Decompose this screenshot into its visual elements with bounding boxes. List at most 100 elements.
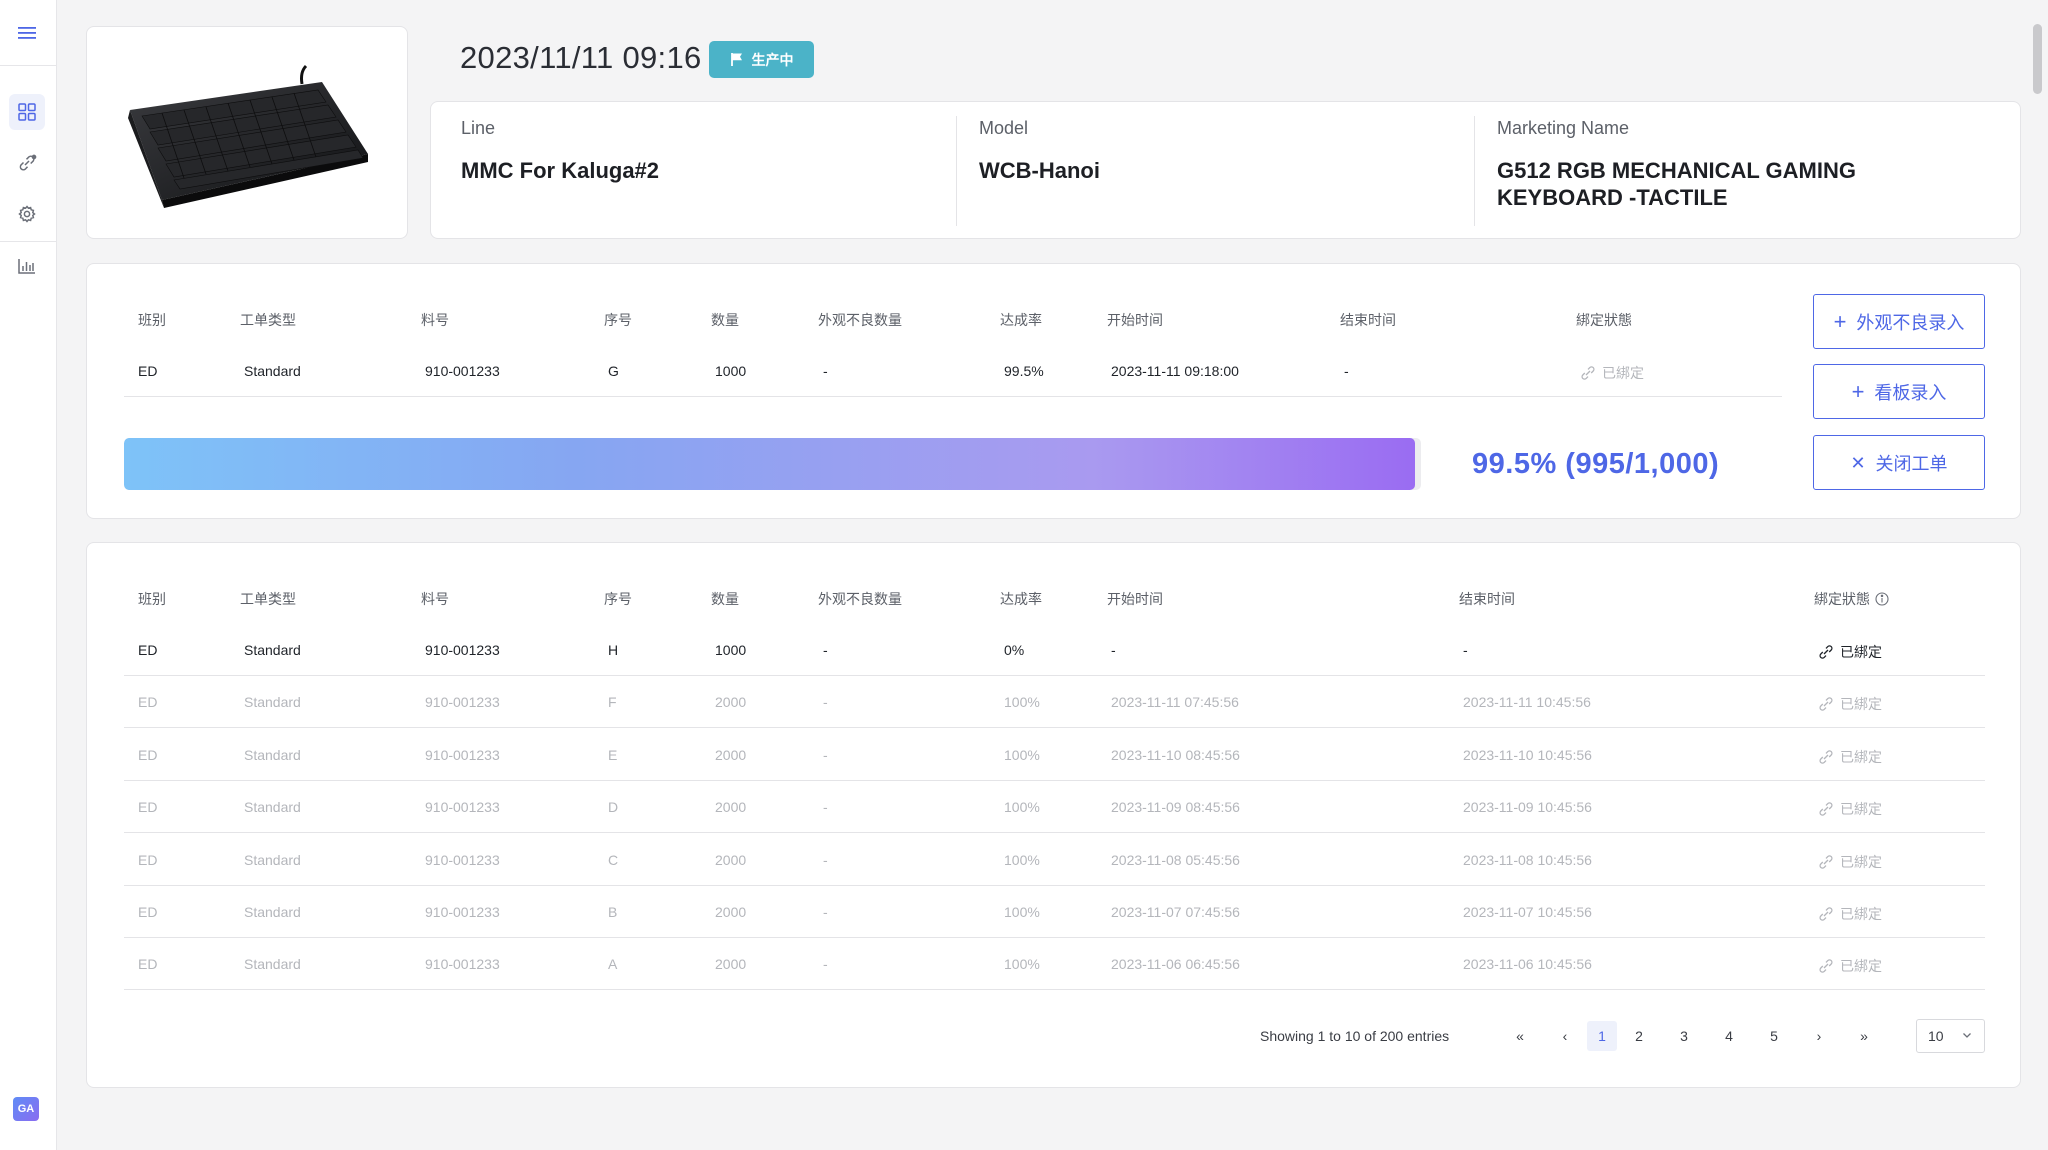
link-icon: [1819, 959, 1833, 974]
col-header-part: 料号: [421, 591, 449, 607]
cell-rate: 99.5%: [1004, 363, 1044, 379]
col-header-end: 结束时间: [1459, 591, 1515, 607]
cell-rate: 100%: [1004, 851, 1040, 868]
app-logo[interactable]: GA: [13, 1097, 39, 1121]
col-header-seq: 序号: [604, 312, 632, 328]
line-value: MMC For Kaluga#2: [461, 158, 660, 183]
col-header-defects: 外观不良数量: [818, 312, 902, 328]
row-divider: [124, 675, 1985, 676]
page-3-button[interactable]: 3: [1680, 1028, 1688, 1044]
cell-rate: 0%: [1004, 642, 1025, 658]
page-1-button[interactable]: 1: [1587, 1021, 1617, 1051]
cell-part: 910-001233: [425, 642, 500, 658]
page-scrollbar[interactable]: [2033, 24, 2042, 94]
marketing-label: Marketing Name: [1497, 118, 1630, 138]
last-page-button[interactable]: »: [1860, 1028, 1868, 1044]
cell-defects: -: [823, 799, 828, 816]
page-4-button[interactable]: 4: [1725, 1028, 1733, 1044]
cell-type: Standard: [244, 363, 301, 379]
cell-seq: A: [608, 956, 618, 973]
prev-page-button[interactable]: ‹: [1562, 1028, 1568, 1044]
info-icon[interactable]: [1875, 592, 1889, 606]
cell-rate: 100%: [1004, 799, 1040, 816]
link-icon[interactable]: [9, 145, 45, 181]
next-page-button[interactable]: ›: [1816, 1028, 1822, 1044]
cell-end: 2023-11-09 10:45:56: [1463, 799, 1592, 816]
first-page-button[interactable]: «: [1516, 1028, 1524, 1044]
close-order-button[interactable]: ✕ 关闭工单: [1813, 435, 1985, 490]
col-header-bind: 綁定狀態: [1576, 312, 1632, 328]
cell-defects: -: [823, 956, 828, 973]
kanban-entry-button[interactable]: + 看板录入: [1813, 364, 1985, 419]
cell-seq: B: [608, 904, 618, 920]
sidebar: GA: [0, 0, 57, 1150]
cell-defects: -: [823, 363, 828, 379]
cell-part: 910-001233: [425, 851, 500, 868]
cell-seq: H: [608, 642, 619, 658]
bind-status-label: 已綁定: [1840, 748, 1882, 765]
page-5-button[interactable]: 5: [1770, 1028, 1778, 1044]
pagination-summary: Showing 1 to 10 of 200 entries: [1260, 1028, 1450, 1044]
link-icon: [1819, 802, 1833, 816]
page-size-select[interactable]: 10: [1916, 1019, 1985, 1053]
cell-start: 2023-11-08 05:45:56: [1111, 851, 1240, 868]
cell-shift: ED: [138, 694, 158, 711]
link-icon: [1819, 750, 1833, 764]
bar-chart-icon[interactable]: [9, 248, 45, 284]
cell-shift: ED: [138, 904, 158, 920]
bind-status-label: 已綁定: [1840, 853, 1882, 870]
cell-defects: -: [823, 851, 828, 868]
cell-bind-status: 已綁定: [1580, 363, 1644, 383]
cell-end: 2023-11-10 10:45:56: [1463, 746, 1592, 763]
cell-bind-status: 已綁定: [1818, 694, 1882, 714]
col-header-shift: 班别: [138, 591, 166, 607]
cell-seq: F: [608, 694, 617, 711]
cell-type: Standard: [244, 746, 301, 763]
cell-rate: 100%: [1004, 956, 1040, 973]
line-info: Line MMC For Kaluga#2: [431, 102, 956, 238]
menu-icon[interactable]: [9, 15, 45, 51]
cell-qty: 2000: [715, 904, 747, 920]
defect-entry-button[interactable]: + 外观不良录入: [1813, 294, 1985, 349]
bind-status-label: 已綁定: [1840, 906, 1882, 922]
cell-part: 910-001233: [425, 363, 500, 379]
cell-start: 2023-11-06 06:45:56: [1111, 956, 1240, 973]
cell-end: 2023-11-11 10:45:56: [1463, 694, 1591, 711]
cell-qty: 2000: [715, 694, 747, 711]
col-header-seq: 序号: [604, 591, 632, 607]
col-header-end: 结束时间: [1340, 312, 1396, 328]
cell-start: 2023-11-09 08:45:56: [1111, 799, 1240, 816]
col-header-qty: 数量: [711, 312, 739, 328]
col-header-bind-label: 綁定狀態: [1814, 591, 1870, 607]
cell-qty: 2000: [715, 956, 747, 973]
cell-shift: ED: [138, 851, 158, 868]
col-header-bind: 綁定狀態: [1814, 589, 1889, 609]
dashboard-grid-icon[interactable]: [9, 94, 45, 130]
cell-part: 910-001233: [425, 799, 500, 816]
plus-icon: +: [1833, 308, 1847, 334]
keyboard-image: [128, 64, 368, 208]
sidebar-divider: [0, 65, 56, 66]
col-header-rate: 达成率: [1000, 312, 1042, 328]
cell-start: 2023-11-11 07:45:56: [1111, 694, 1239, 711]
cell-end: 2023-11-08 10:45:56: [1463, 851, 1592, 868]
cell-defects: -: [823, 904, 828, 920]
cell-end: 2023-11-07 10:45:56: [1463, 904, 1592, 920]
cell-bind-status: 已綁定: [1818, 956, 1882, 976]
cell-end: -: [1463, 642, 1468, 658]
cell-type: Standard: [244, 694, 301, 711]
model-info: Model WCB-Hanoi: [949, 102, 1474, 238]
product-image-card: [86, 26, 408, 239]
row-divider: [124, 832, 1985, 834]
cell-qty: 1000: [715, 642, 747, 658]
line-label: Line: [461, 118, 496, 138]
row-divider: [124, 989, 1985, 991]
bind-status-label: 已綁定: [1840, 644, 1882, 660]
cell-start: 2023-11-07 07:45:56: [1111, 904, 1240, 920]
page-2-button[interactable]: 2: [1635, 1028, 1643, 1044]
col-header-type: 工单类型: [240, 591, 296, 607]
settings-gear-icon[interactable]: [9, 196, 45, 232]
marketing-info: Marketing Name G512 RGB MECHANICAL GAMIN…: [1467, 102, 1887, 238]
current-order-card: 班别 工单类型 料号 序号 数量 外观不良数量 达成率 开始时间 结束时间 綁定…: [86, 263, 2021, 519]
cell-seq: C: [608, 851, 619, 868]
